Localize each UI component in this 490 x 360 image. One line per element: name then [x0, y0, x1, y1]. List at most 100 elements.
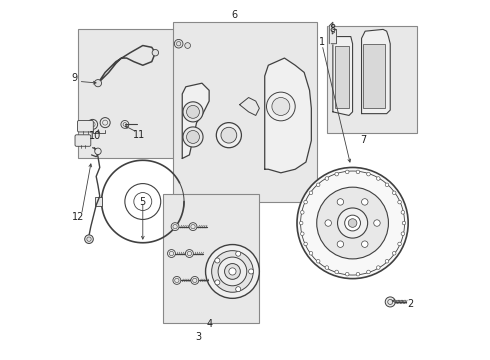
Circle shape [398, 242, 401, 246]
Circle shape [173, 276, 181, 284]
Circle shape [317, 260, 320, 263]
Circle shape [345, 273, 349, 276]
Circle shape [335, 172, 339, 176]
Circle shape [100, 118, 110, 128]
Polygon shape [362, 30, 390, 114]
Circle shape [362, 241, 368, 247]
Circle shape [335, 270, 339, 274]
Circle shape [337, 199, 343, 205]
Circle shape [304, 242, 307, 246]
Circle shape [300, 232, 304, 235]
Circle shape [356, 273, 360, 276]
Text: 4: 4 [206, 319, 212, 329]
Bar [327, 26, 417, 134]
Circle shape [345, 170, 349, 174]
Circle shape [367, 270, 370, 274]
Polygon shape [265, 58, 311, 173]
Circle shape [183, 102, 203, 122]
Circle shape [187, 105, 199, 118]
Text: 12: 12 [72, 212, 84, 222]
Circle shape [191, 276, 199, 284]
Circle shape [344, 215, 361, 231]
Circle shape [185, 42, 191, 48]
Circle shape [385, 183, 389, 186]
Circle shape [95, 148, 101, 154]
Text: 11: 11 [133, 130, 146, 140]
Circle shape [367, 172, 370, 176]
Circle shape [215, 258, 220, 263]
Circle shape [356, 170, 360, 174]
Text: 3: 3 [196, 332, 201, 342]
Circle shape [309, 252, 313, 255]
Circle shape [212, 251, 253, 292]
Polygon shape [182, 83, 209, 158]
Circle shape [236, 251, 241, 256]
Circle shape [376, 177, 380, 180]
Circle shape [205, 244, 259, 298]
Circle shape [174, 40, 183, 48]
Circle shape [216, 123, 242, 148]
Polygon shape [240, 98, 259, 116]
Circle shape [401, 232, 405, 235]
Text: 2: 2 [407, 299, 413, 309]
Circle shape [401, 211, 405, 214]
Circle shape [392, 252, 396, 255]
Bar [78, 30, 175, 158]
Circle shape [248, 269, 254, 274]
Text: 10: 10 [89, 131, 101, 141]
Circle shape [300, 211, 304, 214]
Bar [335, 45, 349, 108]
Circle shape [392, 191, 396, 195]
Circle shape [152, 49, 159, 56]
Circle shape [229, 268, 236, 275]
Circle shape [317, 187, 389, 259]
Circle shape [183, 127, 203, 147]
Circle shape [236, 287, 241, 292]
Text: 5: 5 [140, 197, 146, 207]
Polygon shape [333, 33, 353, 116]
Bar [163, 194, 259, 323]
Circle shape [398, 200, 401, 204]
Circle shape [171, 223, 179, 230]
Circle shape [304, 200, 307, 204]
Circle shape [189, 223, 197, 230]
Circle shape [121, 121, 129, 129]
Circle shape [224, 264, 240, 279]
Text: 7: 7 [360, 135, 367, 145]
Circle shape [376, 266, 380, 269]
Circle shape [218, 257, 247, 286]
Circle shape [88, 120, 98, 130]
Circle shape [385, 260, 389, 263]
Circle shape [186, 249, 194, 257]
FancyBboxPatch shape [77, 121, 93, 132]
Text: 6: 6 [231, 10, 237, 20]
Polygon shape [329, 22, 337, 44]
Bar [95, 197, 101, 206]
Circle shape [95, 80, 101, 87]
Bar [363, 44, 385, 108]
Circle shape [325, 220, 331, 226]
Circle shape [317, 183, 320, 186]
Circle shape [221, 127, 237, 143]
Circle shape [168, 249, 175, 257]
Circle shape [337, 241, 343, 247]
Circle shape [362, 199, 368, 205]
Circle shape [374, 220, 380, 226]
Circle shape [267, 92, 295, 121]
Circle shape [297, 167, 408, 279]
Circle shape [325, 177, 329, 180]
Circle shape [299, 221, 303, 225]
Circle shape [85, 235, 93, 243]
Text: 9: 9 [71, 73, 77, 83]
Bar [173, 22, 317, 202]
Circle shape [325, 266, 329, 269]
Circle shape [385, 297, 395, 307]
Text: 1: 1 [319, 37, 325, 47]
Circle shape [338, 208, 368, 238]
Circle shape [215, 280, 220, 285]
FancyBboxPatch shape [75, 135, 91, 146]
Circle shape [348, 219, 357, 227]
Text: 8: 8 [330, 24, 336, 35]
Circle shape [272, 98, 290, 116]
Circle shape [187, 131, 199, 143]
